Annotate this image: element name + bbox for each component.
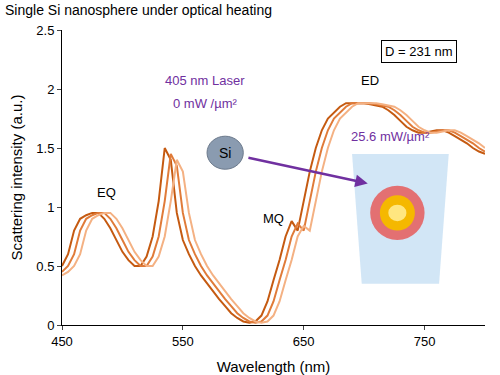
svg-text:25.6 mW/µm²: 25.6 mW/µm² — [351, 129, 430, 144]
svg-text:550: 550 — [172, 334, 194, 349]
svg-text:0: 0 — [47, 318, 54, 333]
svg-text:Single Si nanosphere under opt: Single Si nanosphere under optical heati… — [5, 2, 272, 18]
svg-text:Wavelength (nm): Wavelength (nm) — [217, 358, 331, 375]
svg-text:0.5: 0.5 — [36, 259, 54, 274]
svg-text:650: 650 — [293, 334, 315, 349]
svg-text:2: 2 — [47, 82, 54, 97]
svg-text:1.5: 1.5 — [36, 141, 54, 156]
svg-text:405 nm Laser: 405 nm Laser — [165, 73, 245, 88]
svg-text:D = 231 nm: D = 231 nm — [385, 44, 453, 59]
svg-text:0 mW /µm²: 0 mW /µm² — [173, 96, 237, 111]
svg-text:EQ: EQ — [97, 185, 116, 200]
svg-text:Si: Si — [219, 145, 231, 161]
svg-text:750: 750 — [414, 334, 436, 349]
svg-text:ED: ED — [361, 73, 379, 88]
svg-text:MQ: MQ — [263, 211, 284, 226]
svg-text:1: 1 — [47, 200, 54, 215]
svg-text:450: 450 — [51, 334, 73, 349]
svg-text:2.5: 2.5 — [36, 23, 54, 38]
svg-text:Scattering intensity (a.u.): Scattering intensity (a.u.) — [8, 95, 25, 261]
